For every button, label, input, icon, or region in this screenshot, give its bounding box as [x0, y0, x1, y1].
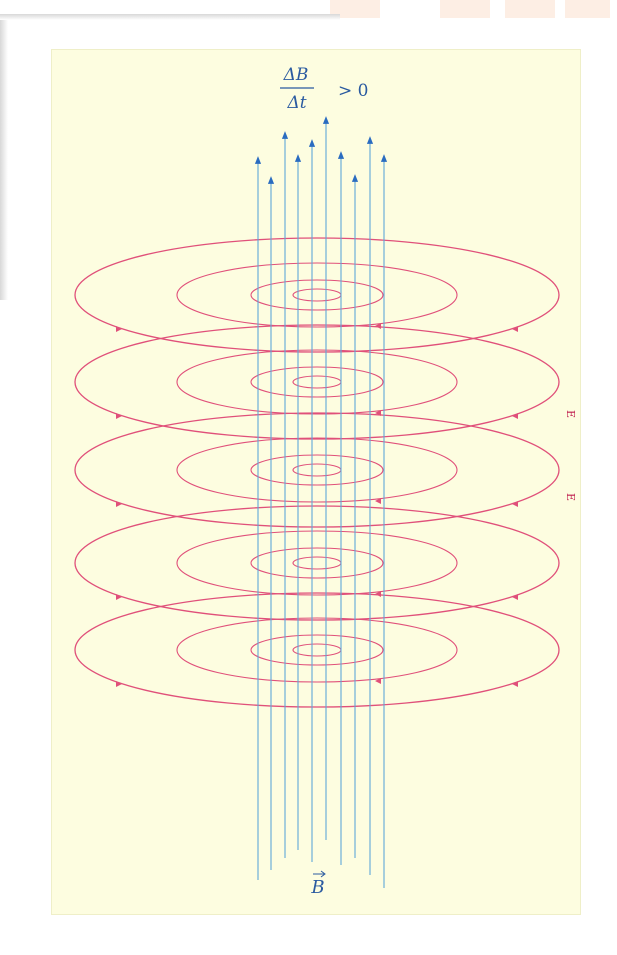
e-label-text: E	[564, 493, 577, 501]
e-field-layer-1	[74, 237, 560, 353]
e-field-arrowhead	[375, 498, 381, 504]
e-field-layer-4	[74, 505, 560, 621]
e-field-arrowhead	[116, 594, 122, 600]
e-field-arrowhead	[512, 681, 518, 687]
top-decoration	[565, 0, 610, 18]
e-field-arrowhead	[116, 681, 122, 687]
e-field-arrowhead	[512, 326, 518, 332]
e-field-loop	[74, 505, 560, 621]
e-field-loop	[250, 547, 384, 579]
diagram-panel	[52, 50, 580, 914]
rate-numerator: ΔB	[283, 65, 309, 85]
magnetic-field-lines	[254, 116, 388, 888]
electric-field-loops	[74, 237, 560, 708]
e-field-loop	[250, 634, 384, 666]
e-field-loop	[176, 262, 458, 328]
e-field-arrowhead	[116, 501, 122, 507]
e-field-loop	[292, 288, 342, 302]
e-field-layer-3	[74, 412, 560, 528]
rate-denominator: Δt	[286, 93, 306, 113]
top-shadow	[0, 14, 340, 20]
e-label-2: E	[564, 493, 577, 501]
e-field-loop	[74, 324, 560, 440]
b-vector-label: B	[310, 870, 326, 898]
e-field-loop	[250, 454, 384, 486]
e-field-loop	[176, 437, 458, 503]
e-field-loop	[176, 617, 458, 683]
e-field-loop	[74, 592, 560, 708]
e-label-1: E	[564, 410, 577, 418]
left-shadow	[0, 20, 8, 300]
b-vector-arrowhead	[320, 870, 326, 878]
e-field-arrowhead	[375, 591, 381, 597]
e-field-arrowhead	[116, 326, 122, 332]
e-field-loop	[74, 412, 560, 528]
top-decoration	[440, 0, 490, 18]
e-field-arrowhead	[512, 594, 518, 600]
e-field-loop	[250, 366, 384, 398]
b-label-text: B	[310, 877, 324, 898]
e-field-loop	[292, 463, 342, 477]
e-field-loop	[292, 556, 342, 570]
e-field-arrowhead	[512, 501, 518, 507]
e-field-arrowhead	[375, 678, 381, 684]
e-field-layer-2	[74, 324, 560, 440]
top-decoration	[330, 0, 380, 18]
rate-condition: > 0	[338, 81, 368, 101]
rate-of-change-label: ΔB Δt > 0	[280, 65, 368, 113]
e-field-loop	[292, 375, 342, 389]
e-field-loop	[176, 349, 458, 415]
e-field-loop	[74, 237, 560, 353]
e-field-arrowhead	[116, 413, 122, 419]
e-field-loop	[250, 279, 384, 311]
e-label-text: E	[564, 410, 577, 418]
top-decoration	[505, 0, 555, 18]
e-field-loop	[292, 643, 342, 657]
e-field-loop	[176, 530, 458, 596]
e-field-arrowhead	[512, 413, 518, 419]
e-field-layer-5	[74, 592, 560, 708]
e-field-arrowhead	[375, 323, 381, 329]
